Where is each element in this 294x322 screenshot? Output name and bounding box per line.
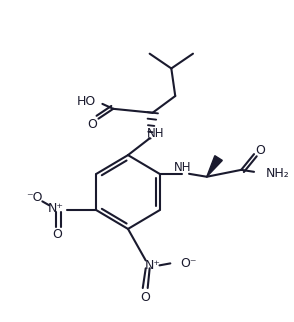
Text: N⁺: N⁺ (48, 202, 64, 215)
Text: O: O (88, 118, 98, 131)
Text: N⁺: N⁺ (145, 259, 161, 272)
Text: O: O (255, 144, 265, 157)
Text: NH: NH (173, 161, 191, 175)
Text: NH₂: NH₂ (266, 167, 290, 180)
Text: O⁻: O⁻ (180, 257, 197, 270)
Polygon shape (207, 156, 222, 177)
Text: O: O (140, 291, 150, 304)
Text: ⁻O: ⁻O (26, 191, 43, 204)
Text: HO: HO (76, 95, 96, 109)
Text: NH: NH (147, 127, 164, 140)
Text: O: O (52, 228, 62, 242)
